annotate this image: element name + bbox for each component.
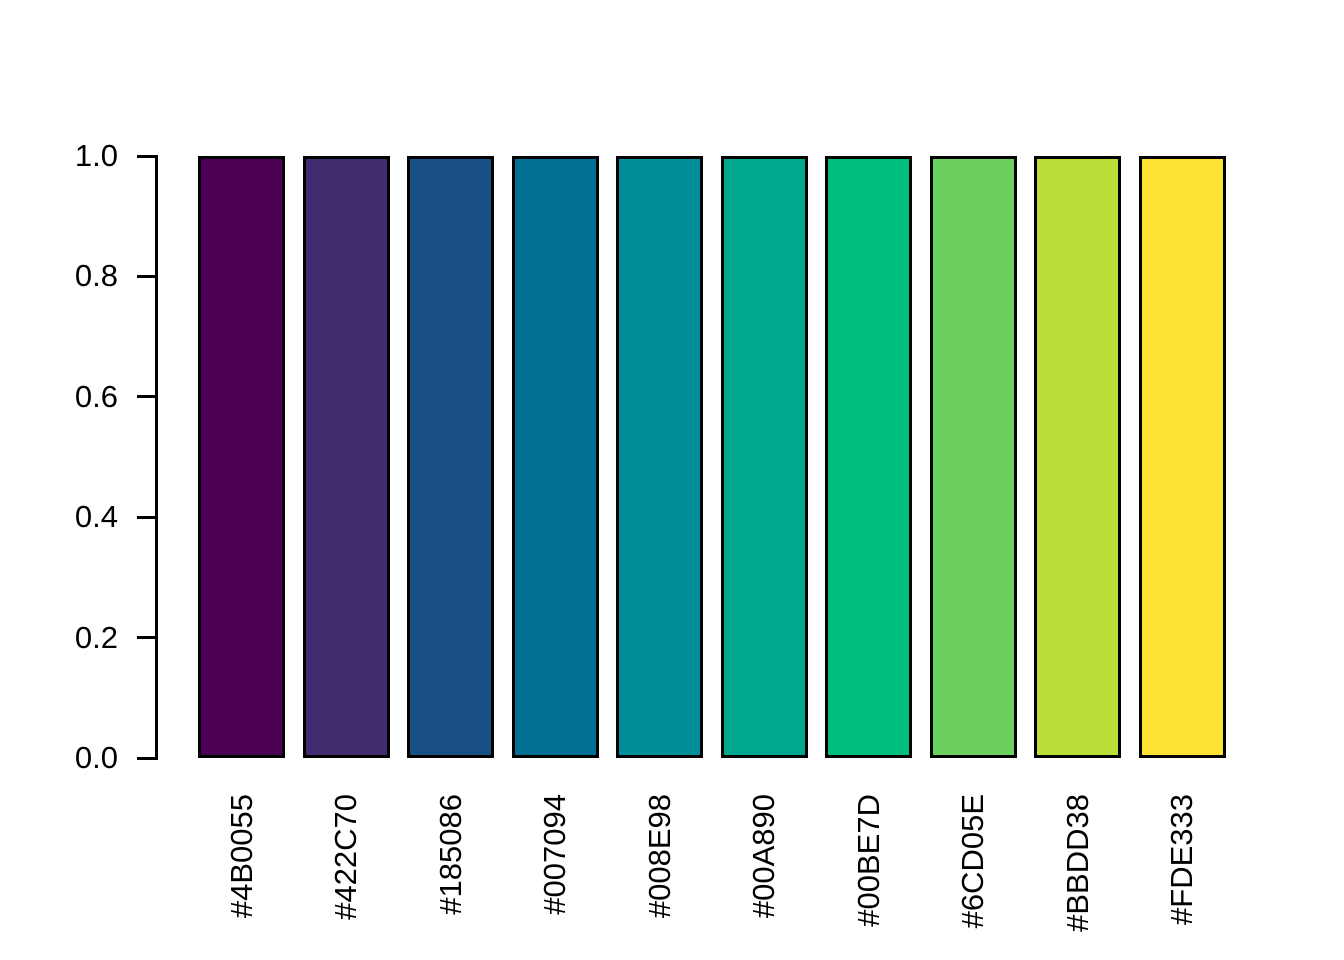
bar-1 xyxy=(198,156,285,758)
x-tick-cell: #FDE333 xyxy=(1139,794,1226,954)
x-tick-label: #BBDD38 xyxy=(1059,794,1095,932)
y-axis-line xyxy=(155,155,158,760)
y-tick-mark xyxy=(137,154,155,158)
bar-10 xyxy=(1138,156,1226,758)
y-tick-mark xyxy=(137,274,155,278)
x-tick-cell: #BBDD38 xyxy=(1034,794,1121,954)
y-tick-mark xyxy=(137,756,155,760)
x-tick-cell: #4B0055 xyxy=(198,794,285,954)
bar-5 xyxy=(616,156,704,758)
y-tick-mark xyxy=(137,636,155,640)
x-tick-label: #007094 xyxy=(537,794,573,915)
y-tick-mark xyxy=(137,395,155,399)
x-tick-label: #008E98 xyxy=(641,794,677,919)
y-tick-label: 0.2 xyxy=(74,619,118,655)
plot-area xyxy=(198,156,1226,758)
bar-4 xyxy=(511,156,599,758)
bar-7 xyxy=(825,156,913,758)
bar-9 xyxy=(1034,156,1122,758)
x-tick-label: #FDE333 xyxy=(1164,794,1200,925)
x-tick-label: #422C70 xyxy=(328,794,364,920)
bar-8 xyxy=(929,156,1017,758)
x-tick-cell: #00A890 xyxy=(721,794,808,954)
y-tick-label: 0.4 xyxy=(74,499,118,535)
y-tick-label: 0.0 xyxy=(74,740,118,775)
y-tick-mark xyxy=(137,515,155,519)
bar-2 xyxy=(302,156,390,758)
bar-6 xyxy=(720,156,808,758)
bar-3 xyxy=(407,156,495,758)
y-tick-label: 1.0 xyxy=(74,138,118,173)
x-tick-label: #6CD05E xyxy=(955,794,991,929)
x-tick-cell: #008E98 xyxy=(616,794,703,954)
x-axis-labels: #4B0055 #422C70 #185086 #007094 #008E98 #00A8… xyxy=(198,794,1226,954)
x-tick-label: #00A890 xyxy=(746,794,782,919)
x-tick-label: #4B0055 xyxy=(223,794,259,919)
x-tick-cell: #185086 xyxy=(407,794,494,954)
x-tick-label: #00BE7D xyxy=(850,794,886,927)
x-tick-cell: #6CD05E xyxy=(930,794,1017,954)
y-tick-label: 0.8 xyxy=(74,258,118,294)
x-tick-cell: #422C70 xyxy=(303,794,390,954)
x-tick-label: #185086 xyxy=(432,794,468,915)
y-tick-label: 0.6 xyxy=(74,378,118,414)
x-tick-cell: #007094 xyxy=(512,794,599,954)
x-tick-cell: #00BE7D xyxy=(825,794,912,954)
